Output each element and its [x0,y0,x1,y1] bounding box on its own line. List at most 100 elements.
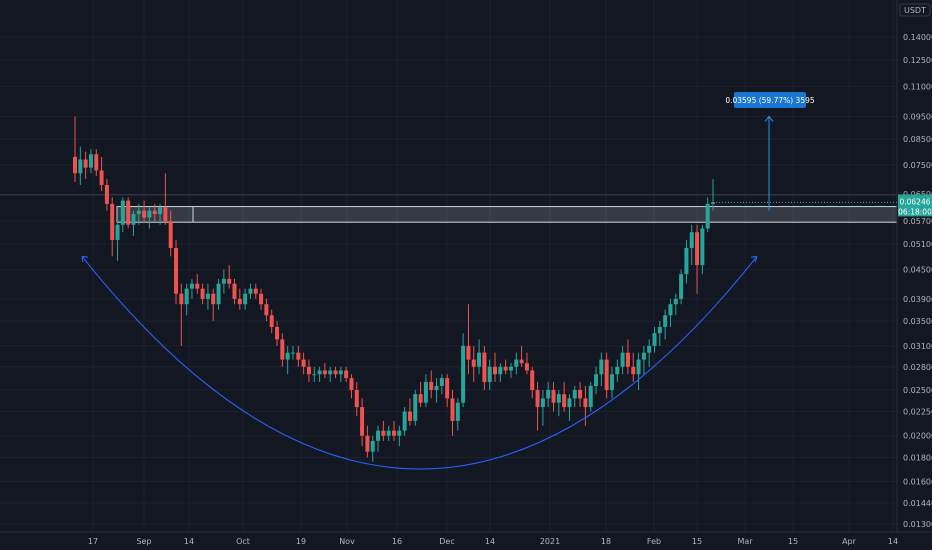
candles [73,116,715,462]
candle-body [546,390,551,399]
candle-body [684,247,689,275]
candle-body [344,370,349,379]
candle-body [110,203,115,240]
candle-body [104,184,109,204]
candle-body [264,304,269,316]
candle-body [429,381,434,391]
candle-body [423,381,428,403]
cup-arrow-left [81,255,89,263]
candle-body [189,283,194,289]
candle-body [641,352,646,360]
candle-body [461,345,466,403]
candle-body [434,385,439,391]
candle-body [120,200,125,225]
candle-body [551,390,556,403]
candle-body [407,411,412,421]
candle-body [392,430,396,436]
x-tick-label: 18 [601,537,611,546]
candle-body [540,398,545,408]
candle-body [301,359,306,367]
candle-body [376,430,381,441]
candle-body [514,359,519,367]
candle-body [487,366,492,382]
candle-body [711,202,715,204]
candle-body [620,352,625,367]
candle-body [322,370,327,375]
measure-label-box [734,92,806,108]
candle-body [594,374,599,386]
candle-body [290,352,295,354]
cup-curve [81,255,758,470]
candle-body [216,283,221,305]
candle-body [158,207,163,215]
last-price-label: 0.06246 [899,197,930,206]
time-axis[interactable]: 17 Sep 14 Oct 19 Nov 16 Dec 14 2021 18 Feb 15 Mar 15 Ap… [88,537,898,546]
candle-body [562,394,567,408]
x-tick-label: Nov [339,537,355,546]
x-tick-label: 15 [788,537,798,546]
candle-body [477,352,482,367]
candle-body [556,394,561,403]
candle-body [221,278,226,284]
cup-curve-line [81,255,758,470]
candle-body [205,293,210,299]
candle-body [365,435,370,452]
x-tick-label: Sep [136,537,151,546]
candle-body [636,359,641,375]
candle-body [78,159,83,174]
candle-body [652,333,657,346]
candle-body [578,390,583,399]
currency-badge[interactable]: USDT [899,3,931,17]
candle-body [530,370,535,391]
candle-body [381,430,386,436]
candle-body [413,394,418,421]
candle-body [535,390,540,408]
candle-body [445,378,450,399]
candle-body [232,283,237,299]
candle-body [73,156,77,174]
candle-body [349,378,354,391]
measure-arrow-head [764,115,774,122]
candle-body [647,345,652,353]
candle-body [599,359,604,375]
x-tick-label: 17 [88,537,98,546]
candle-body [285,352,290,360]
candle-body [142,210,147,218]
candle-body [360,407,365,436]
candle-body [83,159,88,168]
candle-body [418,394,423,403]
candle-body [524,363,529,371]
grid-lines [0,0,897,532]
candle-body [195,283,200,289]
candle-body [567,398,572,408]
candle-body [615,366,620,375]
candle-body [657,327,662,334]
candle-body [174,247,179,294]
candle-body [275,327,280,340]
candle-body [673,298,678,305]
candle-body [700,228,705,266]
candle-body [237,298,242,305]
candle-body [519,359,524,364]
candle-body [168,221,173,248]
candle-body [200,288,205,299]
x-tick-label: 14 [184,537,194,546]
x-tick-label: Dec [439,537,454,546]
candle-body [269,315,274,328]
candle-body [163,207,168,222]
candle-body [450,398,455,421]
candle-body [179,293,184,305]
currency-label: USDT [904,6,926,15]
candle-body [131,214,136,225]
